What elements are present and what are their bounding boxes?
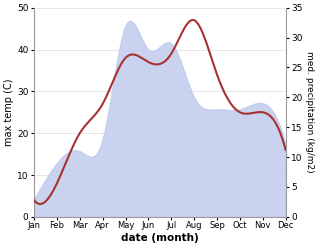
X-axis label: date (month): date (month)	[121, 233, 199, 243]
Y-axis label: med. precipitation (kg/m2): med. precipitation (kg/m2)	[305, 51, 314, 173]
Y-axis label: max temp (C): max temp (C)	[4, 79, 14, 146]
